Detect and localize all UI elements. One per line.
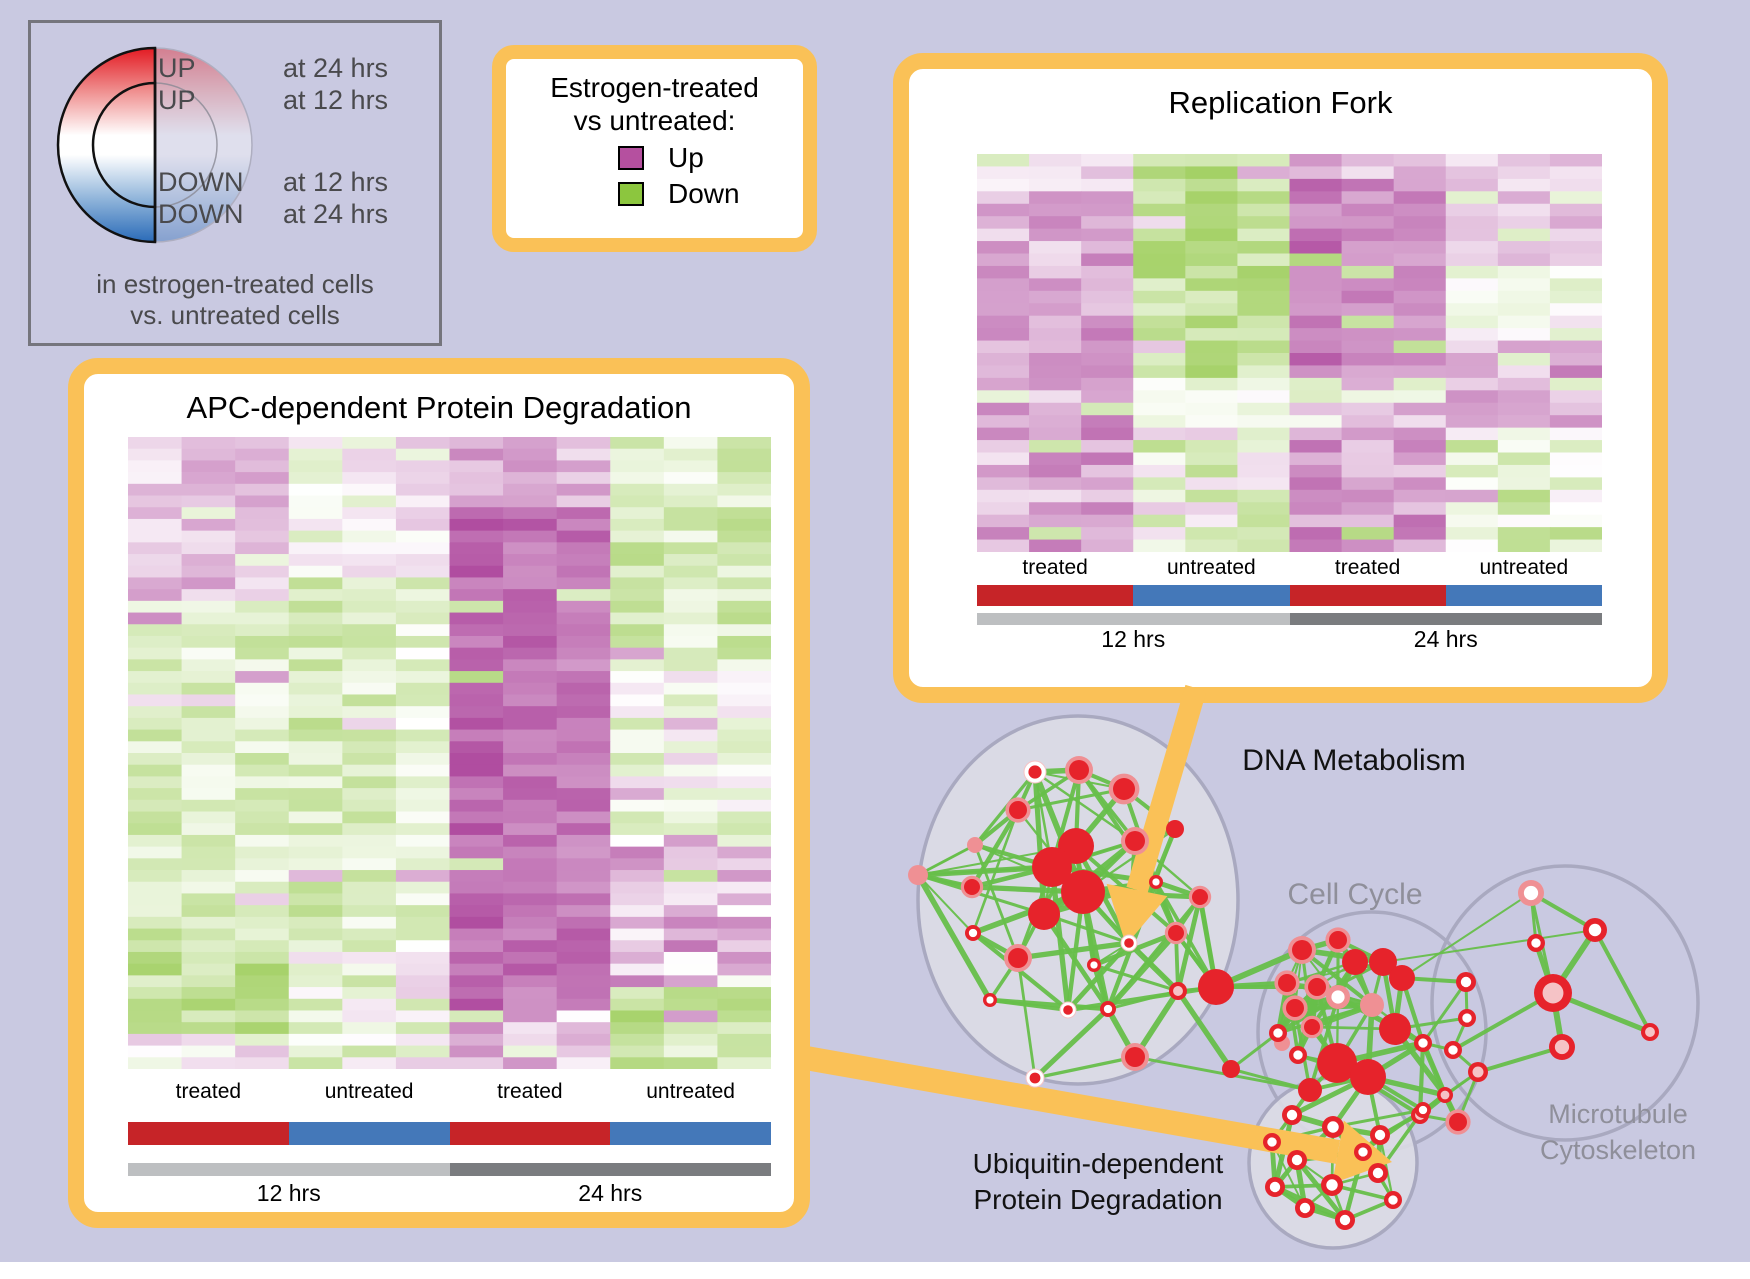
up24-term: UP <box>158 53 196 83</box>
hrs12-bar <box>977 613 1290 625</box>
microtubule-line1: Microtubule <box>1548 1099 1688 1129</box>
rf-untreated12-label: untreated <box>1167 556 1256 579</box>
rf-panel-title: Replication Fork <box>1168 85 1393 120</box>
down12-time: at 12 hrs <box>283 167 389 197</box>
rf-untreated24-label: untreated <box>1479 556 1569 579</box>
apc-untreated24-label: untreated <box>646 1080 735 1103</box>
untreated-bar <box>1133 585 1290 606</box>
ubiquitin-line2: Protein Degradation <box>973 1184 1223 1215</box>
legend-item-up: Up <box>618 143 803 173</box>
rf-group-labels: treated untreated treated untreated <box>977 556 1602 580</box>
apc-heatmap <box>128 437 771 1069</box>
treated-bar <box>128 1122 289 1145</box>
rf-time-bars <box>977 613 1602 625</box>
updown-color-legend: Estrogen-treated vs untreated: Up Down <box>492 45 817 252</box>
hrs12-bar <box>128 1163 450 1176</box>
apc-time-bars <box>128 1163 771 1176</box>
down-label: Down <box>668 178 740 209</box>
treated-bar <box>1289 585 1446 606</box>
hrs24-bar <box>449 1163 771 1176</box>
apc-treated12-label: treated <box>175 1080 242 1103</box>
treated-bar <box>977 585 1134 606</box>
apc-time-labels: 12 hrs 24 hrs <box>128 1180 771 1207</box>
untreated-bar <box>610 1122 771 1145</box>
apc-panel-title: APC-dependent Protein Degradation <box>186 390 692 425</box>
rf-12hrs-label: 12 hrs <box>1101 626 1166 652</box>
venn-row-down12: DOWN at 12 hrs <box>158 167 388 198</box>
color-legend-title: Estrogen-treated vs untreated: <box>506 71 803 137</box>
rf-treated24-label: treated <box>1334 556 1401 579</box>
down12-term: DOWN <box>158 167 244 197</box>
up-label: Up <box>668 142 704 173</box>
updown-venn-diagram <box>56 46 253 244</box>
updown-legend-box: UP at 24 hrs UP at 12 hrs DOWN at 12 hrs DO… <box>28 20 442 346</box>
dna-metabolism-label: DNA Metabolism <box>1242 744 1466 777</box>
untreated-bar <box>288 1122 450 1145</box>
legend-item-down: Down <box>618 179 803 209</box>
inner-left-half <box>91 81 157 209</box>
venn-caption-line2: vs. untreated cells <box>130 300 340 330</box>
apc-24hrs-label: 24 hrs <box>578 1180 643 1206</box>
hrs24-bar <box>1289 613 1602 625</box>
ubiquitin-degradation-label: Ubiquitin-dependent Protein Degradation <box>948 1146 1248 1218</box>
down24-time: at 24 hrs <box>283 199 389 229</box>
treated-bar <box>449 1122 611 1145</box>
apc-untreated12-label: untreated <box>324 1080 414 1103</box>
color-legend-title-line2: vs untreated: <box>573 105 736 136</box>
venn-caption-line1: in estrogen-treated cells <box>96 269 374 299</box>
down-swatch <box>618 182 644 206</box>
replication-fork-panel: Replication Fork treated untreated treat… <box>893 53 1668 703</box>
apc-panel: APC-dependent Protein Degradation treate… <box>68 358 810 1228</box>
untreated-bar <box>1445 585 1602 606</box>
color-legend-title-line1: Estrogen-treated <box>550 72 759 103</box>
up12-term: UP <box>158 85 196 115</box>
up12-time: at 12 hrs <box>283 85 389 115</box>
rf-24hrs-label: 24 hrs <box>1413 626 1478 652</box>
up-swatch <box>618 146 644 170</box>
apc-condition-bars <box>128 1122 771 1145</box>
rf-time-labels: 12 hrs 24 hrs <box>977 626 1602 653</box>
ubiquitin-line1: Ubiquitin-dependent <box>972 1148 1224 1179</box>
bottom-margin <box>0 1262 1750 1279</box>
up24-time: at 24 hrs <box>283 53 389 83</box>
venn-row-down24: DOWN at 24 hrs <box>158 199 388 230</box>
microtubule-line2: Cytoskeleton <box>1539 1135 1697 1165</box>
venn-row-up12: UP at 12 hrs <box>158 85 388 116</box>
microtubule-cytoskeleton-label: Microtubule Cytoskeleton <box>1487 1096 1749 1168</box>
apc-12hrs-label: 12 hrs <box>256 1180 321 1206</box>
replication-fork-heatmap <box>977 154 1602 552</box>
cell-cycle-label: Cell Cycle <box>1287 878 1423 911</box>
rf-treated12-label: treated <box>1022 556 1088 579</box>
venn-row-up24: UP at 24 hrs <box>158 53 388 84</box>
apc-treated24-label: treated <box>497 1080 563 1103</box>
down24-term: DOWN <box>158 199 244 229</box>
apc-group-labels: treated untreated treated untreated <box>128 1080 771 1104</box>
rf-condition-bars <box>977 585 1602 606</box>
